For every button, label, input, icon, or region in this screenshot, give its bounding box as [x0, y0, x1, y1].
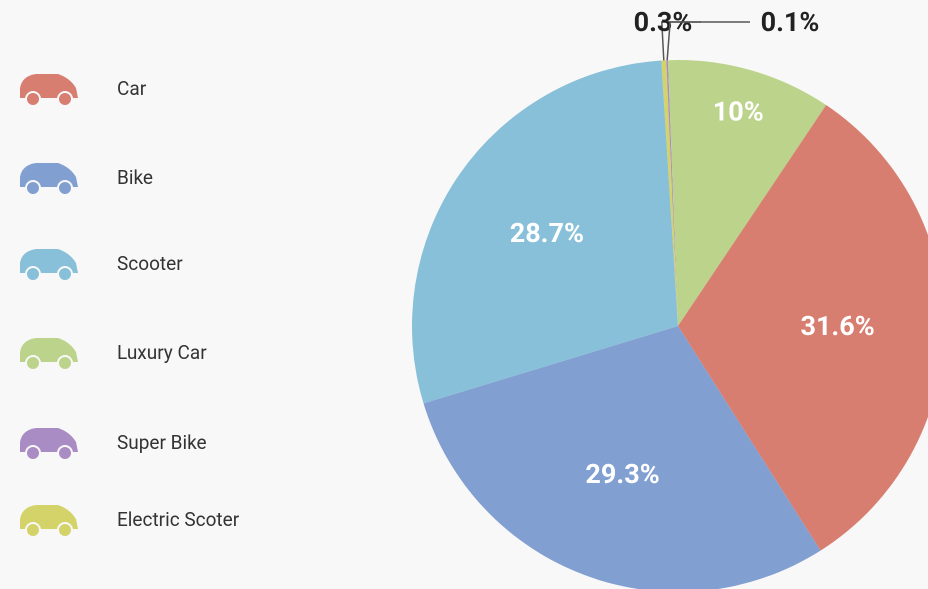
- icon-wheel: [25, 522, 41, 538]
- icon-wheel: [25, 180, 41, 196]
- legend-icon: [20, 163, 78, 196]
- legend-icon: [20, 249, 78, 282]
- pie-slice: [411, 60, 678, 404]
- legend-icon: [20, 74, 78, 107]
- legend-label: Electric Scoter: [117, 508, 240, 531]
- legend-label: Luxury Car: [117, 341, 207, 364]
- pie-slice: [666, 60, 678, 327]
- value-label: 31.6%: [800, 310, 874, 342]
- legend-label: Car: [117, 77, 147, 100]
- icon-wheel: [57, 180, 73, 196]
- legend-icon: [20, 505, 78, 538]
- icon-wheel: [57, 445, 73, 461]
- icon-wheel: [25, 445, 41, 461]
- icon-wheel: [25, 91, 41, 107]
- pie-slice: [678, 105, 928, 551]
- icon-wheel: [57, 355, 73, 371]
- icon-wheel: [57, 522, 73, 538]
- icon-wheel: [25, 266, 41, 282]
- value-label: 29.3%: [585, 458, 659, 490]
- icon-wheel: [25, 355, 41, 371]
- icon-wheel: [57, 91, 73, 107]
- legend-label: Super Bike: [117, 431, 207, 454]
- value-label: 28.7%: [510, 217, 584, 249]
- legend-icon: [20, 428, 78, 461]
- pie-slice: [423, 326, 821, 589]
- legend-label: Bike: [117, 166, 153, 189]
- icon-wheel: [57, 266, 73, 282]
- legend-label: Scooter: [117, 252, 183, 275]
- leader-line: [666, 21, 750, 61]
- value-label: 10%: [713, 96, 764, 128]
- legend-icon: [20, 338, 78, 371]
- pie-slice: [667, 60, 827, 326]
- value-label: 0.1%: [761, 6, 820, 38]
- pie-slice: [661, 60, 678, 327]
